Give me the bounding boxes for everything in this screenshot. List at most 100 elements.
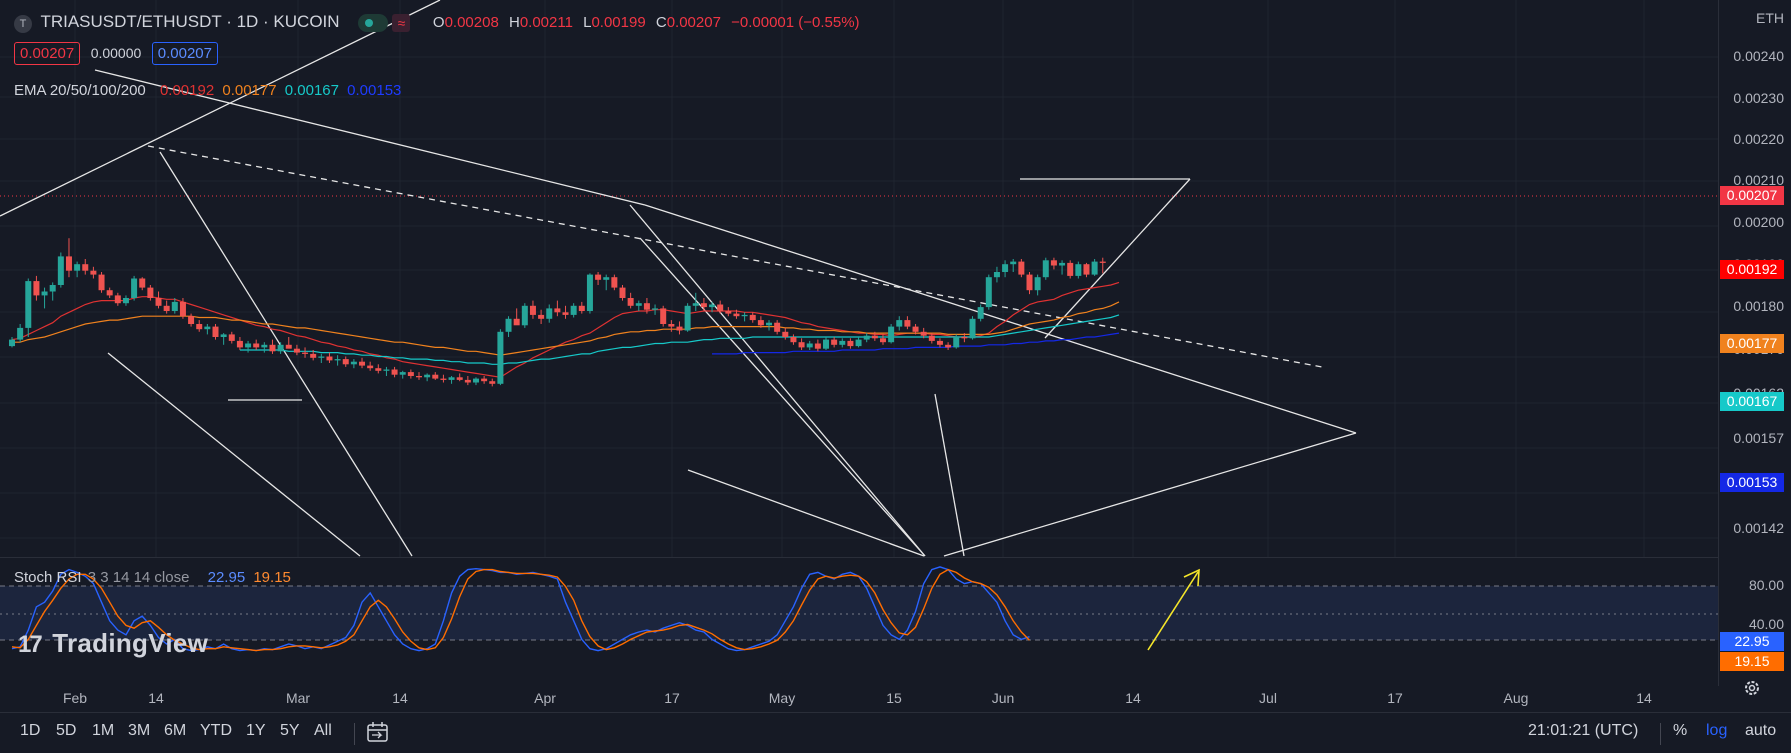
candle-body [155,298,162,306]
candle-body [684,305,691,331]
candle [1026,272,1033,295]
timeframe-button-all[interactable]: All [314,722,332,739]
divider [1660,723,1661,745]
candle [863,333,870,343]
stoch-rsi-pane[interactable] [0,558,1718,686]
timeframe-button-1m[interactable]: 1M [92,722,115,739]
pane-separator[interactable] [0,557,1718,558]
divider [354,723,355,745]
candle-body [660,308,667,324]
candle-body [163,305,170,311]
candle [41,287,48,309]
ema-indicator-label[interactable]: EMA 20/50/100/200 [14,82,146,99]
candle [969,316,976,340]
percent-scale-toggle[interactable]: % [1673,722,1688,739]
candle-body [253,343,260,348]
trendline [644,204,1357,434]
auto-scale-toggle[interactable]: auto [1745,722,1777,739]
candle [660,305,667,327]
candle-body [269,344,276,352]
candle [733,309,740,319]
candle [1083,262,1090,278]
candle [831,337,838,348]
ema100-value: 0.00167 [284,82,339,99]
candle [985,274,992,310]
symbol-title[interactable]: TRIASUSDT/ETHUSDT · 1D · KUCOIN [40,12,340,31]
clock-display[interactable]: 21:01:21 (UTC) [1528,722,1639,739]
candle [9,337,15,348]
candle [1042,257,1049,280]
candle-body [33,281,40,296]
price-pane[interactable] [0,0,1718,558]
candle [326,352,333,363]
calendar-range-icon[interactable] [366,721,390,748]
candle [391,366,398,378]
candle [1099,257,1106,274]
candle-body [74,264,81,271]
low-label: L [583,14,592,31]
candle-body [1002,264,1009,272]
candle [33,275,40,301]
candle-body [1034,277,1041,291]
candle [904,316,911,330]
time-tick-label: Feb [62,690,88,706]
candle [953,334,960,349]
timeframe-button-5y[interactable]: 5Y [280,722,300,739]
candle-body [635,303,642,306]
candle-body [179,301,186,317]
buy-button[interactable]: 0.00207 [151,42,218,65]
candle-body [220,334,227,337]
market-status-icon [358,13,388,32]
candle-body [546,308,553,319]
candle [521,303,528,328]
price-axis[interactable]: ETH 0.00240 0.00230 0.00220 0.00210 0.00200 0… [1718,0,1791,695]
trendline [639,237,926,557]
candle [643,298,650,314]
candle-body [570,305,577,315]
candle-body [114,295,121,304]
trendline [159,151,413,557]
candle-body [448,377,455,380]
timeframe-button-6m[interactable]: 6M [164,722,187,739]
timeframe-button-1y[interactable]: 1Y [246,722,266,739]
tradingview-watermark: TradingView [52,628,209,658]
candle-body [472,378,479,383]
candle [855,337,862,348]
settings-gear-icon[interactable] [1743,679,1759,695]
timeframe-button-3m[interactable]: 3M [128,722,151,739]
sell-button[interactable]: 0.00207 [14,42,81,65]
candle [879,334,886,345]
candle [847,338,854,349]
candle [245,340,252,353]
chart-area[interactable]: T TRIASUSDT/ETHUSDT · 1D · KUCOIN ≈ O0.0… [0,0,1718,686]
candle-body [1026,274,1033,291]
candle-body [391,369,398,375]
trendline [0,0,441,217]
candle [155,291,162,309]
candle-body [961,337,968,339]
log-scale-toggle[interactable]: log [1706,722,1728,739]
candle-body [554,308,561,313]
rsi-level-40-label: 40.00 [1748,616,1784,632]
candle-body [521,305,528,326]
stoch-rsi-d-value: 19.15 [253,569,291,586]
timeframe-button-5d[interactable]: 5D [56,722,77,739]
candle [977,304,984,322]
candle-body [831,339,838,345]
timeframe-button-1d[interactable]: 1D [20,722,41,739]
candle-body [310,353,317,358]
candle-body [481,378,488,382]
candle-body [814,343,821,349]
candle [757,316,764,328]
stoch-rsi-title[interactable]: Stoch RSI [14,569,82,586]
candle-body [717,304,724,311]
candle-body [302,352,309,354]
time-tick-label: 14 [148,690,164,706]
candle-body [912,326,919,332]
candle [131,275,138,301]
timeframe-button-ytd[interactable]: YTD [200,722,232,739]
close-value: 0.00207 [666,14,721,31]
candle [57,252,64,288]
candle-body [888,326,895,343]
time-axis[interactable]: Feb 14 Mar 14 Apr 17 May 15 Jun 14 Jul 17 Aug 14 [0,686,1718,712]
